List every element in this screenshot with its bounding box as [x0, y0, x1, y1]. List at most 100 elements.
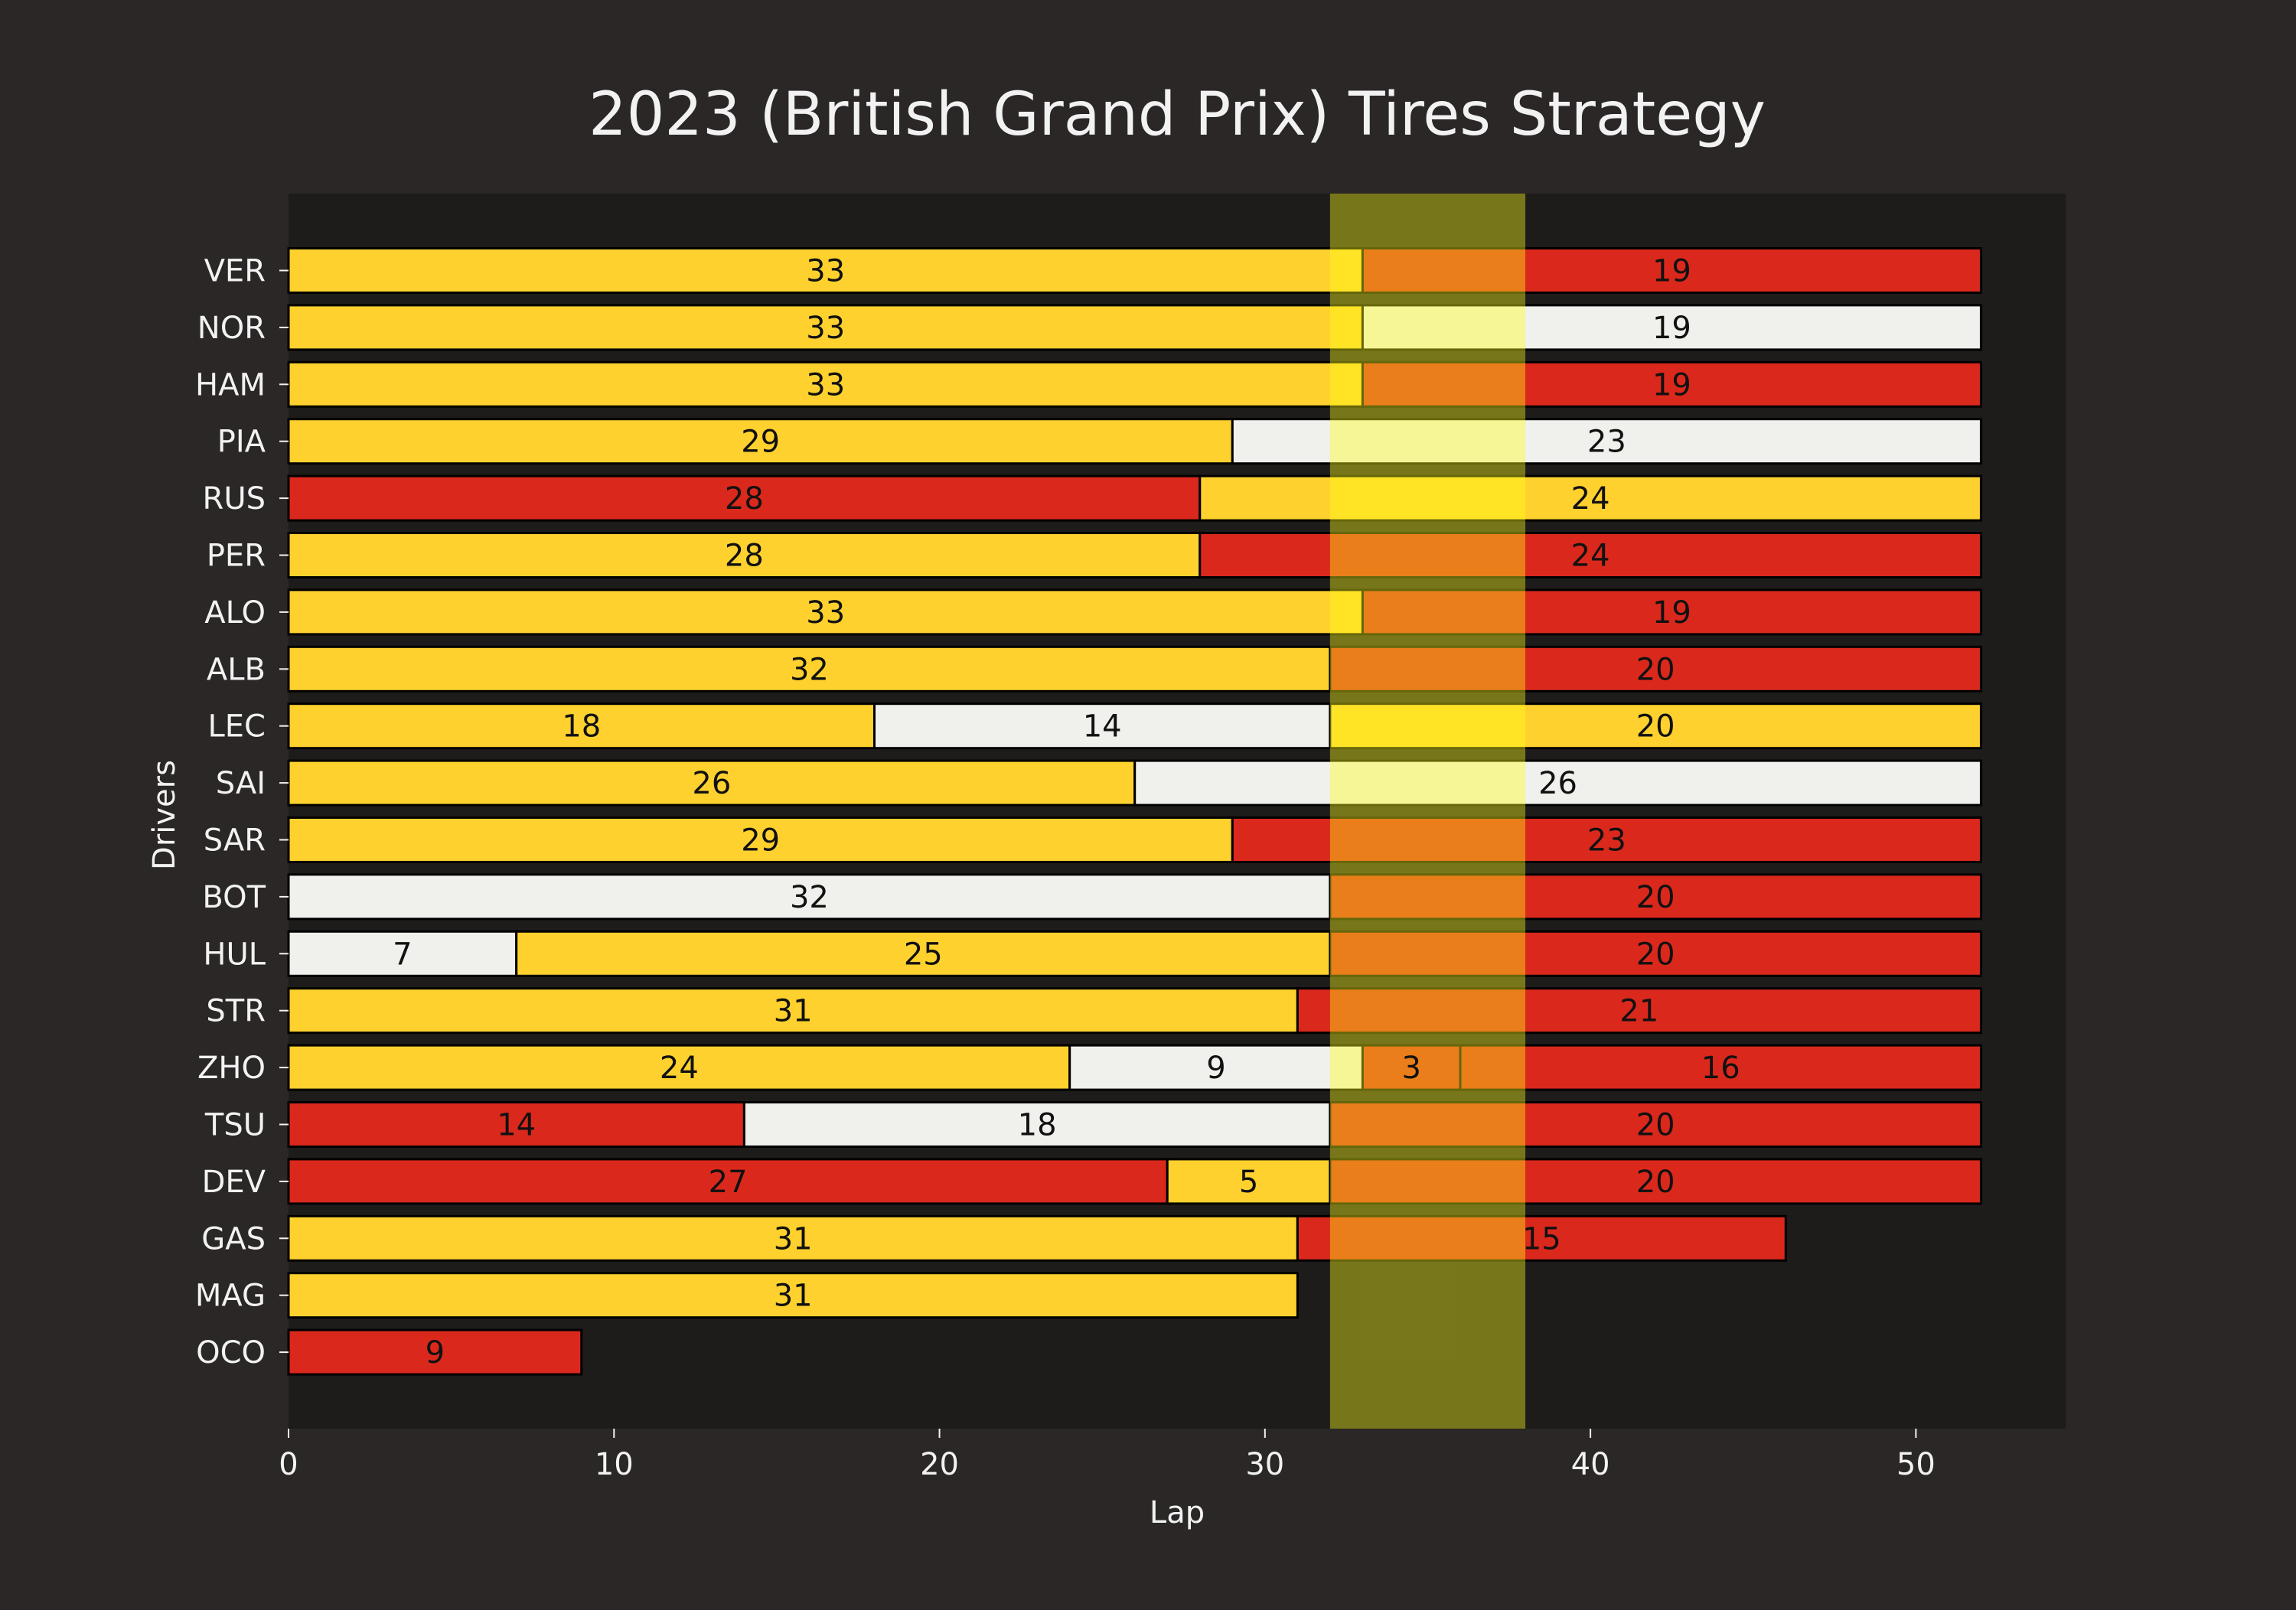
bar-ver-stint-1 — [287, 247, 1364, 294]
y-tick-label-str: STR — [206, 994, 266, 1029]
bar-label-alo-stint-2: 19 — [1652, 595, 1691, 631]
bar-label-per-stint-1: 28 — [725, 539, 764, 574]
bar-label-hul-stint-3: 20 — [1636, 937, 1675, 972]
bar-label-zho-stint-3: 3 — [1401, 1051, 1420, 1086]
bar-label-tsu-stint-2: 18 — [1018, 1108, 1057, 1143]
bar-per-stint-1 — [287, 532, 1202, 578]
y-tick-label-pia: PIA — [217, 425, 266, 460]
bar-label-gas-stint-2: 15 — [1522, 1221, 1561, 1256]
bar-label-lec-stint-3: 20 — [1636, 709, 1675, 745]
y-tick-label-oco: OCO — [196, 1335, 266, 1370]
y-tick-label-ver: VER — [204, 254, 266, 289]
y-tick-label-gas: GAS — [201, 1221, 266, 1256]
bar-bot-stint-1 — [287, 873, 1332, 921]
bar-alo-stint-2 — [1361, 588, 1982, 636]
bar-hul-stint-3 — [1329, 930, 1982, 977]
bar-label-str-stint-2: 21 — [1619, 994, 1658, 1029]
bar-alo-stint-1 — [287, 588, 1364, 636]
bar-label-sar-stint-2: 23 — [1587, 823, 1626, 859]
bar-ham-stint-2 — [1361, 360, 1982, 408]
bar-str-stint-2 — [1296, 987, 1982, 1035]
bar-mag-stint-1 — [287, 1272, 1299, 1319]
x-tick-label-20: 20 — [920, 1447, 959, 1482]
bar-label-sai-stint-1: 26 — [692, 766, 731, 801]
y-axis-label: Drivers — [147, 760, 182, 870]
highlight-band — [1329, 194, 1526, 1429]
bar-tsu-stint-2 — [742, 1101, 1332, 1148]
bar-sar-stint-2 — [1231, 816, 1982, 863]
bar-label-oco-stint-1: 9 — [426, 1335, 445, 1370]
bar-label-rus-stint-1: 28 — [725, 481, 764, 517]
bar-label-hul-stint-2: 25 — [904, 937, 943, 972]
x-axis: 0 10 20 30 40 50 — [279, 1429, 1936, 1482]
bars-layer — [287, 247, 1982, 1376]
bar-zho-stint-3 — [1361, 1044, 1462, 1091]
bar-label-sar-stint-1: 29 — [741, 823, 780, 859]
bar-label-zho-stint-2: 9 — [1206, 1051, 1225, 1086]
bar-label-zho-stint-1: 24 — [660, 1051, 699, 1086]
bar-label-alb-stint-1: 32 — [790, 652, 829, 687]
bar-dev-stint-3 — [1329, 1158, 1982, 1205]
y-tick-label-lec: LEC — [208, 709, 266, 745]
bar-label-lec-stint-1: 18 — [562, 709, 601, 745]
y-tick-label-sai: SAI — [216, 766, 266, 801]
bar-pia-stint-2 — [1231, 418, 1982, 465]
x-tick-label-30: 30 — [1245, 1447, 1284, 1482]
bar-hul-stint-2 — [515, 930, 1332, 977]
bar-zho-stint-1 — [287, 1044, 1071, 1091]
bar-lec-stint-1 — [287, 702, 876, 750]
bar-label-lec-stint-2: 14 — [1083, 709, 1122, 745]
bar-label-ver-stint-2: 19 — [1652, 254, 1691, 289]
bar-label-gas-stint-1: 31 — [774, 1221, 813, 1256]
bar-str-stint-1 — [287, 987, 1299, 1035]
bar-ham-stint-1 — [287, 360, 1364, 408]
bar-label-ver-stint-1: 33 — [806, 254, 845, 289]
bar-label-ham-stint-2: 19 — [1652, 367, 1691, 402]
chart-title: 2023 (British Grand Prix) Tires Strategy — [589, 80, 1766, 149]
y-tick-label-mag: MAG — [195, 1279, 266, 1314]
x-axis-label: Lap — [1150, 1495, 1205, 1530]
y-tick-label-nor: NOR — [197, 311, 266, 346]
bar-ver-stint-2 — [1361, 247, 1982, 294]
y-tick-label-bot: BOT — [202, 880, 266, 915]
y-tick-label-ham: HAM — [195, 367, 266, 402]
bar-label-bot-stint-1: 32 — [790, 880, 829, 915]
bar-label-dev-stint-3: 20 — [1636, 1165, 1675, 1200]
bar-dev-stint-1 — [287, 1158, 1169, 1205]
bar-sai-stint-2 — [1133, 759, 1982, 807]
bar-label-zho-stint-4: 16 — [1701, 1051, 1740, 1086]
bar-gas-stint-1 — [287, 1214, 1299, 1262]
x-tick-label-50: 50 — [1896, 1447, 1936, 1482]
y-tick-label-per: PER — [207, 539, 266, 574]
bar-label-nor-stint-1: 33 — [806, 311, 845, 346]
bar-label-tsu-stint-3: 20 — [1636, 1108, 1675, 1143]
y-tick-label-hul: HUL — [203, 937, 266, 972]
bar-label-per-stint-2: 24 — [1571, 539, 1610, 574]
bar-per-stint-2 — [1199, 532, 1982, 578]
bar-pia-stint-1 — [287, 418, 1234, 465]
x-tick-label-40: 40 — [1571, 1447, 1610, 1482]
y-tick-label-sar: SAR — [204, 823, 266, 859]
bar-label-dev-stint-2: 5 — [1239, 1165, 1258, 1200]
bar-label-rus-stint-2: 24 — [1571, 481, 1610, 517]
bar-label-hul-stint-1: 7 — [393, 937, 412, 972]
bar-label-alo-stint-1: 33 — [806, 595, 845, 631]
bar-label-dev-stint-1: 27 — [709, 1165, 748, 1200]
y-tick-label-alo: ALO — [204, 595, 266, 631]
bar-lec-stint-3 — [1329, 702, 1982, 750]
bar-nor-stint-2 — [1361, 304, 1982, 351]
y-tick-label-rus: RUS — [203, 481, 266, 517]
bar-label-nor-stint-2: 19 — [1652, 311, 1691, 346]
y-tick-label-alb: ALB — [207, 652, 266, 687]
bar-hul-stint-1 — [287, 930, 518, 977]
bar-label-str-stint-1: 31 — [774, 994, 813, 1029]
bar-label-bot-stint-2: 20 — [1636, 880, 1675, 915]
bar-label-pia-stint-1: 29 — [741, 425, 780, 460]
bar-tsu-stint-3 — [1329, 1101, 1982, 1148]
x-tick-label-10: 10 — [595, 1447, 634, 1482]
bar-label-ham-stint-1: 33 — [806, 367, 845, 402]
bar-zho-stint-2 — [1068, 1044, 1364, 1091]
bar-rus-stint-2 — [1199, 474, 1982, 522]
